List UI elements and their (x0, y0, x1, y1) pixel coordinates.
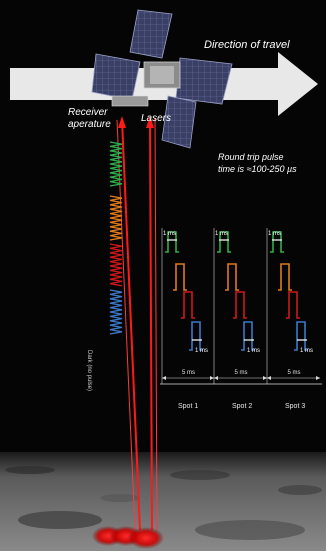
pulse-trace-2-4 (241, 321, 255, 351)
round-trip-label-line1: Round trip pulse (218, 152, 284, 162)
spacing-label-1: 5 ms (182, 370, 195, 376)
pulse-trace-2-3 (233, 291, 247, 319)
spot-1-label: Spot 1 (178, 403, 199, 410)
spacing-label-3: 5 ms (288, 370, 301, 376)
vertical-dark-note: Dark (no pulse) (86, 350, 92, 392)
spacing-arrowhead-right (316, 376, 320, 380)
laser-beams (116, 116, 158, 531)
pulse-width-label-top: 1 ms (268, 231, 281, 237)
pulse-width-label-bottom: 1 ms (195, 348, 208, 354)
spacing-arrowhead-right (210, 376, 214, 380)
pulse-width-label-bottom: 1 ms (247, 348, 260, 354)
orange-wave-train (109, 195, 123, 241)
direction-of-travel-label: Direction of travel (204, 39, 290, 51)
spacing-arrowhead-right (263, 376, 267, 380)
pulse-trace-2-1 (217, 231, 231, 253)
pulse-width-label-top: 1 ms (215, 231, 228, 237)
spacing-arrowhead-left (267, 376, 271, 380)
red-wave-train (109, 243, 123, 287)
pulse-trace-3-3 (286, 291, 300, 319)
satellite (91, 9, 233, 149)
receiver-aperature-label: Receiver aperature (68, 107, 111, 130)
green-wave-train (109, 141, 123, 187)
pulse-trace-3-1 (270, 231, 284, 253)
pulse-wave-trains (109, 141, 123, 335)
pulse-trace-1-2 (173, 263, 187, 291)
pulse-width-label-top: 1 ms (163, 231, 176, 237)
timing-diagram: 1 ms 1 ms 1 ms 1 ms 1 ms 1 ms 5 ms 5 ms 5 ms (160, 228, 322, 385)
pulse-trace-1-3 (181, 291, 195, 319)
spot-3-label: Spot 3 (285, 403, 306, 410)
spot-2-label: Spot 2 (232, 403, 253, 410)
spacing-label-2: 5 ms (235, 370, 248, 376)
pulse-trace-3-4 (294, 321, 308, 351)
pulse-trace-2-2 (225, 263, 239, 291)
pulse-width-label-bottom: 1 ms (300, 348, 313, 354)
round-trip-label-line2: time is ≈100-250 µs (218, 164, 297, 174)
spacing-arrowhead-left (162, 376, 166, 380)
blue-wave-train (109, 289, 123, 335)
pulse-trace-1-4 (189, 321, 203, 351)
pulse-trace-3-2 (278, 263, 292, 291)
laser-spots (92, 526, 164, 549)
spacing-arrowhead-left (214, 376, 218, 380)
lasers-label: Lasers (141, 113, 172, 124)
pulse-trace-1-1 (165, 231, 179, 253)
